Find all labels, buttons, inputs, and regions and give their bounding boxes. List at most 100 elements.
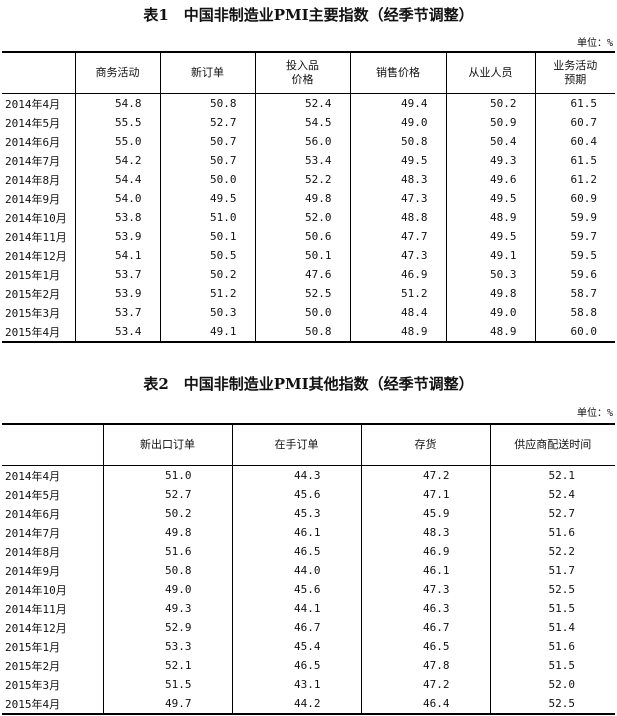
row-label: 2014年6月 xyxy=(5,507,61,521)
cell-value: 47.2 xyxy=(360,675,490,694)
cell-value: 49.1 xyxy=(445,246,535,265)
cell-value: 46.4 xyxy=(360,694,490,714)
table-row: 2014年7月 54.2 50.7 53.4 49.5 49.3 61.5 xyxy=(2,151,615,170)
cell-value: 48.3 xyxy=(349,170,446,189)
cell-value: 49.0 xyxy=(445,303,535,322)
table-row: 2014年5月 55.5 52.7 54.5 49.0 50.9 60.7 xyxy=(2,113,615,132)
cell-value: 50.7 xyxy=(159,151,255,170)
cell-value: 44.2 xyxy=(231,694,361,714)
table-row: 2014年12月 54.1 50.5 50.1 47.3 49.1 59.5 xyxy=(2,246,615,265)
cell-value: 49.5 xyxy=(445,227,535,246)
cell-value: 47.6 xyxy=(254,265,350,284)
cell-value: 46.3 xyxy=(360,599,490,618)
cell-value: 60.7 xyxy=(534,113,615,132)
cell-value: 50.4 xyxy=(445,132,535,151)
cell-value: 47.3 xyxy=(349,189,446,208)
cell-value: 52.7 xyxy=(489,504,615,523)
table-row: 2015年4月 53.4 49.1 50.8 48.9 48.9 60.0 xyxy=(2,322,615,342)
cell-value: 46.9 xyxy=(349,265,446,284)
table-row: 2014年8月 51.6 46.5 46.9 52.2 xyxy=(2,542,615,561)
row-label: 2014年9月 xyxy=(5,564,61,578)
cell-value: 52.1 xyxy=(489,465,615,485)
table-row: 2015年2月 52.1 46.5 47.8 51.5 xyxy=(2,656,615,675)
row-label: 2015年3月 xyxy=(5,306,61,320)
row-label: 2014年12月 xyxy=(5,621,67,635)
row-label: 2014年7月 xyxy=(5,526,61,540)
cell-value: 51.5 xyxy=(489,656,615,675)
cell-value: 48.3 xyxy=(360,523,490,542)
table-row: 2014年9月 50.8 44.0 46.1 51.7 xyxy=(2,561,615,580)
cell-value: 48.8 xyxy=(349,208,446,227)
row-label: 2014年6月 xyxy=(5,135,61,149)
cell-value: 52.5 xyxy=(489,580,615,599)
cell-value: 51.7 xyxy=(489,561,615,580)
cell-value: 50.1 xyxy=(159,227,255,246)
cell-value: 51.2 xyxy=(159,284,255,303)
cell-value: 49.3 xyxy=(102,599,232,618)
row-label: 2014年8月 xyxy=(5,545,61,559)
cell-value: 51.6 xyxy=(489,523,615,542)
row-label: 2014年5月 xyxy=(5,488,61,502)
row-label: 2015年4月 xyxy=(5,697,61,711)
column-header: 业务活动 预期 xyxy=(534,52,615,94)
cell-value: 44.3 xyxy=(231,465,361,485)
cell-value: 54.1 xyxy=(74,246,160,265)
row-label: 2014年10月 xyxy=(5,211,67,225)
cell-value: 49.5 xyxy=(445,189,535,208)
cell-value: 50.6 xyxy=(254,227,350,246)
cell-value: 53.4 xyxy=(74,322,160,342)
corner-header xyxy=(2,52,75,94)
row-label: 2014年4月 xyxy=(5,469,61,483)
cell-value: 50.8 xyxy=(159,93,255,113)
cell-value: 52.1 xyxy=(102,656,232,675)
corner-header xyxy=(2,424,103,466)
cell-value: 52.2 xyxy=(254,170,350,189)
table1-title: 表1 中国非制造业PMI主要指数（经季节调整） xyxy=(143,6,474,24)
row-label: 2014年4月 xyxy=(5,97,61,111)
cell-value: 45.4 xyxy=(231,637,361,656)
row-label: 2014年5月 xyxy=(5,116,61,130)
cell-value: 51.5 xyxy=(102,675,232,694)
cell-value: 53.8 xyxy=(74,208,160,227)
cell-value: 47.1 xyxy=(360,485,490,504)
cell-value: 50.1 xyxy=(254,246,350,265)
cell-value: 59.9 xyxy=(534,208,615,227)
cell-value: 61.2 xyxy=(534,170,615,189)
cell-value: 52.2 xyxy=(489,542,615,561)
column-header: 新出口订单 xyxy=(102,424,232,466)
cell-value: 50.2 xyxy=(102,504,232,523)
table1: 商务活动 新订单 投入品 价格 销售价格 从业人员 业务活动 预期 2014年4月 54.8… xyxy=(2,51,615,343)
row-label: 2014年11月 xyxy=(5,230,67,244)
cell-value: 52.7 xyxy=(102,485,232,504)
cell-value: 45.3 xyxy=(231,504,361,523)
cell-value: 59.7 xyxy=(534,227,615,246)
table-row: 2015年3月 51.5 43.1 47.2 52.0 xyxy=(2,675,615,694)
cell-value: 52.9 xyxy=(102,618,232,637)
cell-value: 46.5 xyxy=(360,637,490,656)
cell-value: 54.8 xyxy=(74,93,160,113)
cell-value: 49.8 xyxy=(102,523,232,542)
cell-value: 49.1 xyxy=(159,322,255,342)
cell-value: 46.5 xyxy=(231,542,361,561)
cell-value: 48.4 xyxy=(349,303,446,322)
table-row: 2014年11月 49.3 44.1 46.3 51.5 xyxy=(2,599,615,618)
cell-value: 58.7 xyxy=(534,284,615,303)
table-row: 2014年11月 53.9 50.1 50.6 47.7 49.5 59.7 xyxy=(2,227,615,246)
cell-value: 59.5 xyxy=(534,246,615,265)
cell-value: 44.0 xyxy=(231,561,361,580)
cell-value: 45.6 xyxy=(231,580,361,599)
table-row: 2014年6月 50.2 45.3 45.9 52.7 xyxy=(2,504,615,523)
cell-value: 51.6 xyxy=(102,542,232,561)
row-label: 2014年9月 xyxy=(5,192,61,206)
cell-value: 45.6 xyxy=(231,485,361,504)
cell-value: 54.5 xyxy=(254,113,350,132)
cell-value: 43.1 xyxy=(231,675,361,694)
table-row: 2014年6月 55.0 50.7 56.0 50.8 50.4 60.4 xyxy=(2,132,615,151)
table-row: 2014年7月 49.8 46.1 48.3 51.6 xyxy=(2,523,615,542)
cell-value: 50.0 xyxy=(254,303,350,322)
table-row: 2015年1月 53.7 50.2 47.6 46.9 50.3 59.6 xyxy=(2,265,615,284)
cell-value: 51.0 xyxy=(159,208,255,227)
cell-value: 60.9 xyxy=(534,189,615,208)
cell-value: 49.7 xyxy=(102,694,232,714)
row-label: 2014年10月 xyxy=(5,583,67,597)
